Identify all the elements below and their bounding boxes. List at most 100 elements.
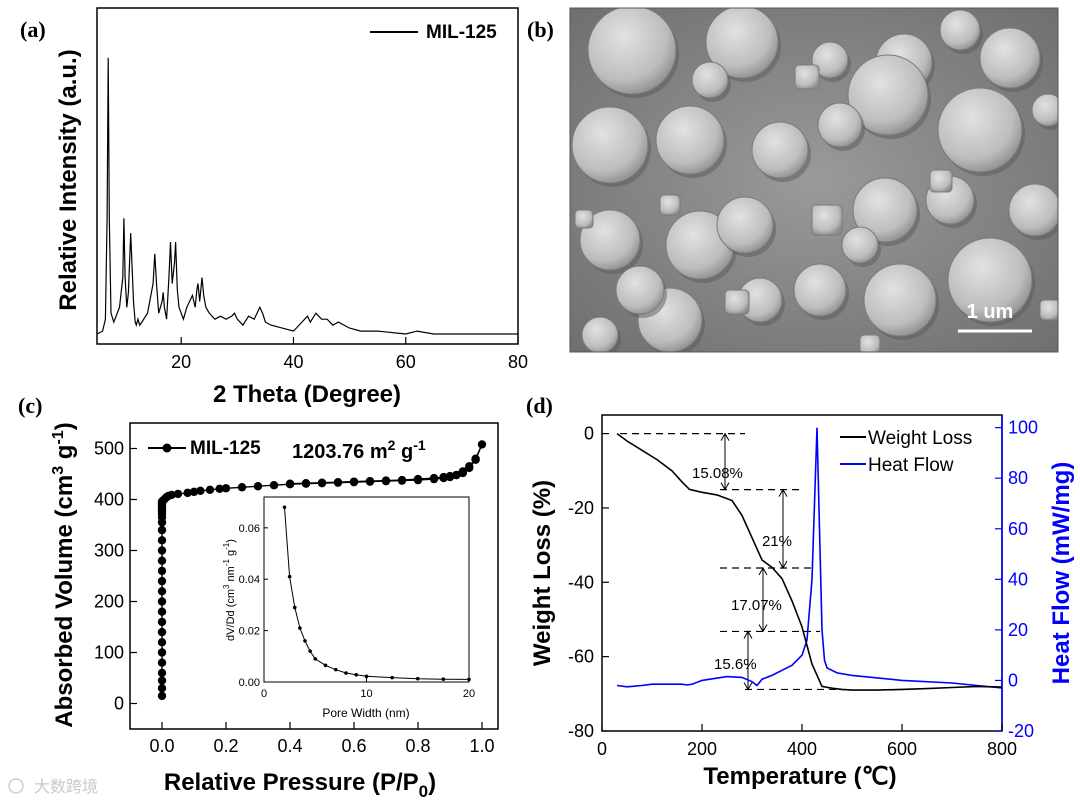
sem-particle <box>574 209 594 229</box>
inset-data-point <box>390 675 394 680</box>
sem-particle <box>716 196 774 254</box>
sem-particle <box>793 263 847 317</box>
panel-a-x-tick-label: 80 <box>508 352 528 372</box>
panel-c-y-tick-label: 200 <box>94 592 124 612</box>
panel-d-left-y-tick-label: -80 <box>568 721 594 741</box>
panel-d-arrow-head <box>758 566 768 576</box>
sem-particle <box>841 226 879 264</box>
panel-d-step-label: 17.07% <box>731 597 782 614</box>
sem-particle <box>579 209 641 271</box>
panel-c-x-tick-label: 0.2 <box>213 736 238 756</box>
panel-d-x-tick-label: 0 <box>597 739 607 759</box>
panel-a-x-axis-label: 2 Theta (Degree) <box>213 381 401 408</box>
legend-label-heat-flow: Heat Flow <box>868 455 954 476</box>
inset-data-point <box>354 673 359 677</box>
panel-d-step-label: 15.6% <box>714 656 757 673</box>
panel-d-x-tick-label: 600 <box>887 739 917 759</box>
panel-c-data-point <box>157 556 167 565</box>
inset-data-point <box>308 649 312 653</box>
panel-d-x-tick-label: 800 <box>987 739 1017 759</box>
panel-d-left-y-tick-label: -20 <box>568 498 594 518</box>
panel-c-data-point <box>157 638 167 647</box>
panel-d-ticks: 0 200 400 600 800 0 -20 -40 -60 -80 -20 0 20 40 60 80 10… <box>568 418 1038 759</box>
panel-c-label: (c) <box>18 393 42 418</box>
panel-d-right-y-tick-label: 100 <box>1008 418 1038 438</box>
panel-d-x-tick-label: 400 <box>787 739 817 759</box>
panel-d-step-label: 21% <box>762 533 792 550</box>
panel-d-left-y-tick-label: -40 <box>568 572 594 592</box>
panel-b: (b) 1 um <box>527 7 1059 353</box>
panel-a-frame <box>96 7 519 345</box>
panel-c-data-point <box>365 476 375 486</box>
sem-particle <box>847 54 929 136</box>
panel-c-data-point <box>253 482 263 491</box>
panel-c-data-point <box>157 546 167 555</box>
panel-c-data-point <box>157 587 167 596</box>
inset-data-point <box>415 676 420 681</box>
panel-b-label: (b) <box>527 17 554 42</box>
panel-c-data-point <box>333 477 343 487</box>
panel-d-arrow-head <box>778 488 788 497</box>
inset-data-point <box>441 677 446 681</box>
sem-particle <box>794 64 820 90</box>
surface-area-annotation: 1203.76 m2 g-1 <box>292 437 426 463</box>
panel-c-y-tick-label: 100 <box>94 643 124 663</box>
sem-particle <box>929 169 953 193</box>
inset-series-line <box>284 507 470 680</box>
panel-c-data-point <box>269 481 279 490</box>
panel-c-x-axis-label: Relative Pressure (P/P0) <box>164 769 436 801</box>
panel-c-data-point <box>173 489 183 499</box>
sem-particle <box>947 237 1033 323</box>
panel-c-data-point <box>157 566 167 576</box>
inset-data-point <box>323 663 328 668</box>
panel-a-label: (a) <box>20 17 46 42</box>
watermark-text: 大数跨境 <box>34 777 98 796</box>
panel-c-data-point <box>349 477 359 486</box>
inset-x-axis-label: Pore Width (nm) <box>322 706 409 720</box>
panel-d-right-y-tick-label: -20 <box>1008 721 1034 741</box>
sem-particle <box>571 106 649 184</box>
panel-c-y-axis-label: Absorbed Volume (cm3 g-1) <box>50 422 78 727</box>
sem-particle <box>817 102 863 148</box>
panel-d-left-y-tick-label: 0 <box>584 424 594 444</box>
panel-d-right-y-axis-label: Heat Flow (mW/mg) <box>1048 462 1075 685</box>
panel-d-label: (d) <box>526 393 553 418</box>
panel-c-data-point <box>477 440 487 449</box>
inset-y-tick-label: 0.06 <box>239 523 260 535</box>
panel-c-data-point <box>237 483 247 492</box>
panel-d-x-axis-label: Temperature (℃) <box>703 763 896 790</box>
panel-c-data-point <box>157 658 167 667</box>
panel-c-data-point <box>205 485 215 495</box>
panel-d-right-y-tick-label: 80 <box>1008 468 1028 488</box>
panel-a-series-mil-125 <box>96 57 518 335</box>
sem-particle <box>937 87 1023 173</box>
inset-x-tick-label: 0 <box>261 688 267 700</box>
inset-data-point <box>303 639 307 643</box>
panel-c-data-point <box>429 473 439 483</box>
watermark-logo-icon <box>8 778 24 794</box>
sem-particle <box>859 334 881 352</box>
panel-c-data-point <box>157 536 167 545</box>
inset-x-tick-label: 20 <box>463 688 475 700</box>
panel-c-data-point <box>157 576 167 586</box>
sem-particle <box>811 204 843 236</box>
panel-a-x-tick-label: 20 <box>171 352 191 372</box>
sem-particle <box>587 8 677 95</box>
sem-particle <box>979 27 1041 89</box>
panel-c-data-point <box>157 607 167 616</box>
panel-d-arrow-head <box>743 682 753 691</box>
sem-particle <box>655 105 725 175</box>
panel-c-data-point <box>458 468 467 478</box>
scale-bar-label: 1 um <box>967 301 1014 323</box>
panel-c-data-point <box>221 484 231 493</box>
panel-c-y-tick-label: 400 <box>94 490 124 510</box>
panel-c-y-tick-label: 500 <box>94 439 124 459</box>
inset-data-point <box>282 505 287 510</box>
sem-particle <box>581 316 619 352</box>
panel-c-data-point <box>285 479 295 488</box>
sem-particle <box>751 121 809 179</box>
panel-c-data-point <box>439 472 448 482</box>
panel-c-y-tick-label: 300 <box>94 541 124 561</box>
panel-d-right-y-tick-label: 0 <box>1008 670 1018 690</box>
